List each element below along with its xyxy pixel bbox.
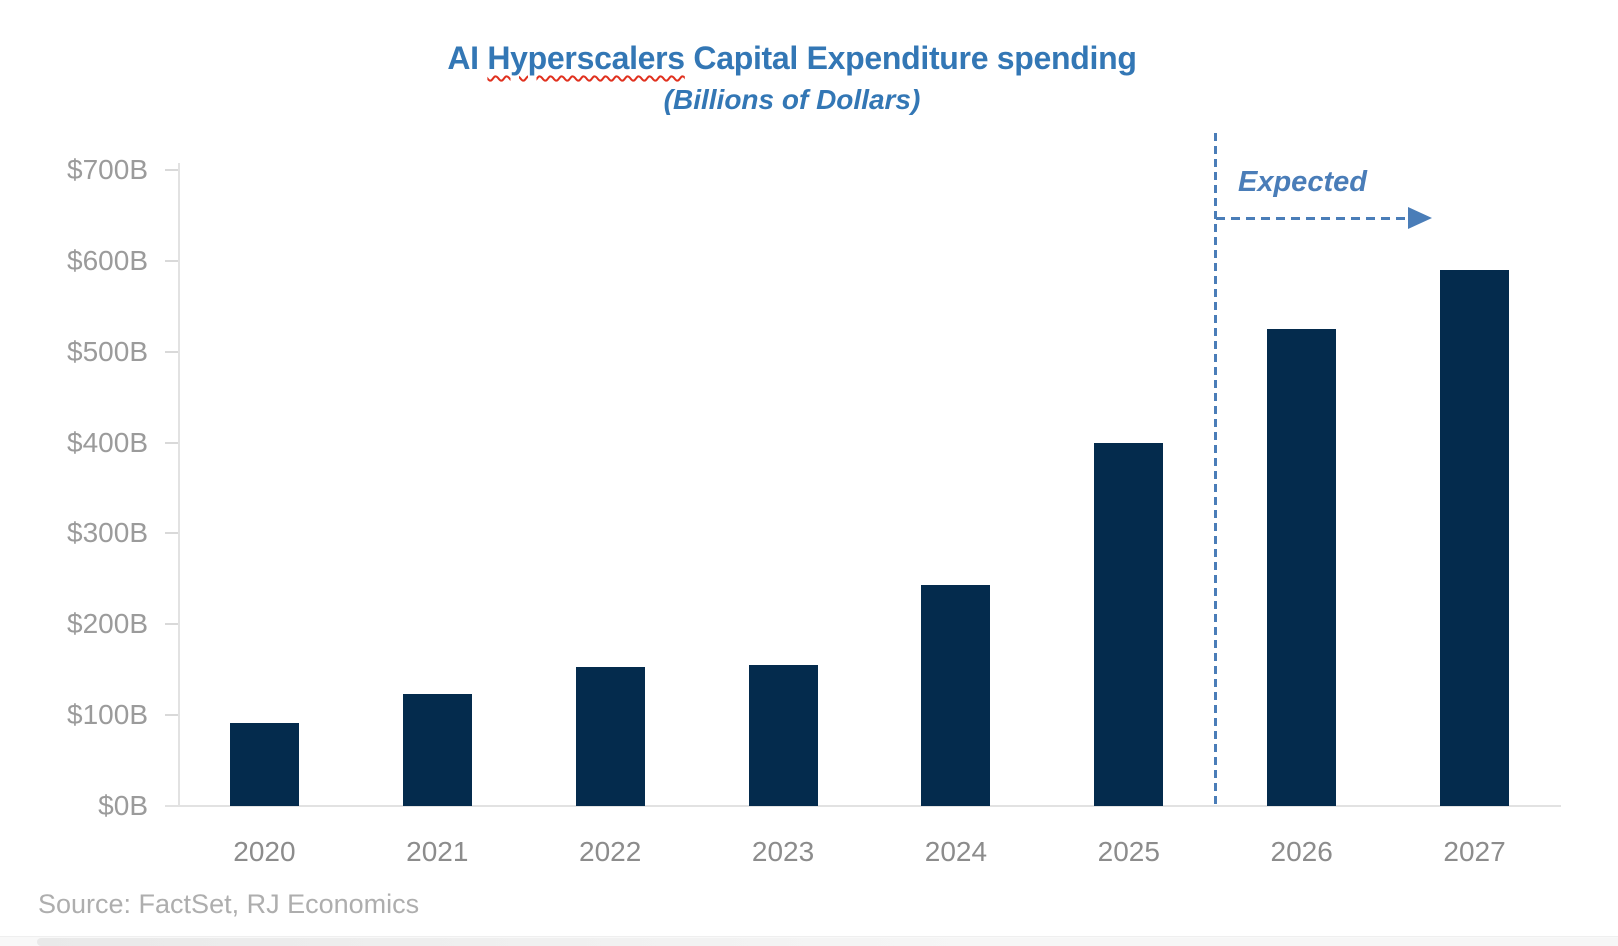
x-axis-label-2027: 2027 <box>1443 836 1506 867</box>
bar-2027 <box>1440 269 1510 806</box>
y-axis-tick <box>165 441 178 444</box>
y-axis-tick <box>165 532 178 535</box>
y-axis-tick <box>165 623 178 626</box>
y-axis-label: $200B <box>67 608 148 640</box>
expected-dashed-arrow-line <box>1216 217 1408 220</box>
source-note: Source: FactSet, RJ Economics <box>38 889 420 919</box>
chart-title-misspelled-word: Hyperscalers <box>487 40 685 76</box>
y-axis-tick <box>165 259 178 262</box>
x-axis-label-2023: 2023 <box>751 836 815 867</box>
bottom-scrollbar-thumb[interactable] <box>37 938 1618 946</box>
chart-header: AI Hyperscalers Capital Expenditure spen… <box>0 38 1584 116</box>
chart-title-prefix: AI <box>447 40 488 76</box>
expected-arrow-head-icon <box>1408 207 1432 229</box>
bar-2025 <box>1094 442 1164 806</box>
y-axis-tick <box>165 714 178 717</box>
y-axis-tick <box>165 350 178 353</box>
bar-2024 <box>921 585 991 806</box>
y-axis-label: $300B <box>67 517 148 549</box>
x-axis-label-2021: 2021 <box>406 836 469 867</box>
y-axis-label: $0B <box>98 790 148 821</box>
bar-2026 <box>1267 329 1337 806</box>
forecast-divider-dashed-line <box>1214 133 1217 806</box>
bar-2020 <box>229 723 299 806</box>
expected-annotation-label: Expected <box>1238 166 1367 198</box>
chart-title-suffix: Capital Expenditure spending <box>684 40 1137 76</box>
chart-title: AI Hyperscalers Capital Expenditure spen… <box>0 38 1584 78</box>
bar-2022 <box>575 666 645 806</box>
y-axis-label: $600B <box>67 244 148 276</box>
x-axis-label-2020: 2020 <box>233 836 296 867</box>
x-axis-label-2026: 2026 <box>1270 836 1333 867</box>
y-axis-line <box>178 163 180 806</box>
x-axis-label-2024: 2024 <box>924 836 988 867</box>
bar-2023 <box>748 665 818 806</box>
x-axis-label-2022: 2022 <box>579 836 642 867</box>
y-axis-label: $400B <box>67 426 148 458</box>
y-axis-label: $100B <box>67 699 148 731</box>
x-axis-baseline <box>165 805 1561 807</box>
y-axis-tick <box>165 169 178 171</box>
x-axis-label-2025: 2025 <box>1097 836 1160 867</box>
y-axis-label: $500B <box>67 335 148 367</box>
chart-subtitle: (Billions of Dollars) <box>663 84 921 115</box>
y-axis-label: $700B <box>67 154 148 185</box>
bar-2021 <box>402 694 472 806</box>
